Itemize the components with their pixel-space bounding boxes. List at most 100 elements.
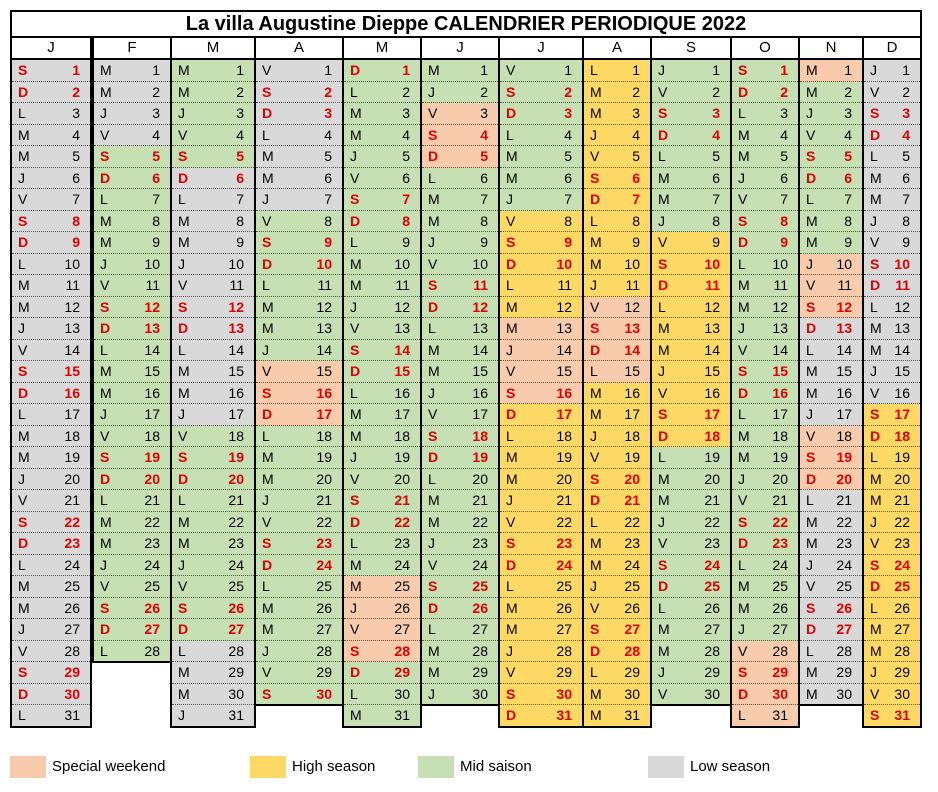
day-number: 2 [844,83,852,100]
weekday-letter: S [178,298,188,315]
day-number: 24 [394,556,410,573]
day-number: 12 [472,298,488,315]
day-number: 1 [324,62,332,78]
day-cell: D 25 [864,576,920,598]
day-number: 9 [402,234,410,250]
day-cell: M 23 [800,533,862,555]
day-number: 4 [324,126,332,143]
day-number: 10 [836,255,852,272]
day-number: 2 [236,83,244,100]
day-number: 22 [472,513,488,530]
weekday-letter: L [18,105,26,121]
weekday-letter: S [262,685,272,702]
day-number: 22 [704,513,720,530]
weekday-letter: V [350,169,360,186]
weekday-letter: S [870,406,880,422]
weekday-letter: D [100,169,111,186]
day-number: 19 [836,449,852,465]
day-number: 14 [556,341,572,358]
weekday-letter: M [738,427,750,444]
day-cell: S 21 [344,490,420,512]
weekday-letter: J [738,621,745,637]
weekday-letter: M [350,406,362,422]
day-number: 1 [844,62,852,78]
weekday-letter: V [506,363,516,379]
day-number: 6 [72,169,80,186]
weekday-letter: M [428,642,440,659]
day-number: 31 [894,707,910,723]
weekday-letter: M [806,685,818,702]
weekday-letter: L [590,363,598,379]
weekday-letter: J [738,320,745,336]
day-number: 28 [64,642,80,659]
day-number: 27 [772,621,788,637]
day-cell: M 26 [732,597,798,619]
day-number: 25 [556,578,572,594]
weekday-letter: L [350,535,358,551]
day-number: 1 [564,62,572,78]
day-cell: J 29 [652,662,730,684]
day-cell: S 26 [94,597,170,619]
day-number: 8 [564,212,572,229]
day-number: 6 [152,169,160,186]
day-cell: D 13 [800,318,862,340]
day-number: 21 [772,492,788,508]
day-cell: L 25 [500,576,582,598]
day-number: 27 [472,621,488,637]
day-cell: J 13 [12,318,90,340]
day-cell: D 14 [584,339,650,361]
weekday-letter: J [870,513,877,530]
day-number: 19 [624,449,640,465]
day-cell: S 19 [800,447,862,469]
day-cell: L 27 [422,619,498,641]
day-number: 6 [632,169,640,186]
day-cell: L 24 [732,554,798,576]
day-cell: D 13 [94,318,170,340]
weekday-letter: V [806,578,816,594]
day-number: 28 [836,642,852,659]
weekday-letter: D [18,535,29,551]
weekday-letter: J [18,169,25,186]
day-number: 16 [894,384,910,401]
weekday-letter: S [262,234,272,250]
day-number: 14 [624,341,640,358]
day-number: 2 [152,83,160,100]
day-number: 1 [780,62,788,78]
day-cell: L 21 [94,490,170,512]
day-cell: M 19 [500,447,582,469]
weekday-letter: L [100,642,108,659]
day-number: 17 [836,406,852,422]
day-cell: M 13 [256,318,342,340]
day-number: 10 [894,255,910,272]
day-number: 4 [712,126,720,143]
weekday-letter: M [18,578,30,594]
day-number: 12 [836,298,852,315]
weekday-letter: D [590,642,601,659]
weekday-letter: M [658,191,670,207]
day-number: 5 [632,148,640,164]
weekday-letter: S [870,556,880,573]
day-number: 2 [902,83,910,100]
day-number: 11 [317,277,332,293]
weekday-letter: M [350,707,362,723]
weekday-letter: M [506,449,518,465]
weekday-letter: L [350,685,358,702]
day-number: 2 [402,83,410,100]
day-cell: M 12 [256,296,342,318]
day-cell: D 26 [422,597,498,619]
weekday-letter: M [590,234,602,250]
day-number: 8 [324,212,332,229]
weekday-letter: S [100,599,110,616]
day-number: 27 [394,621,410,637]
weekday-letter: V [428,406,438,422]
day-number: 27 [316,621,332,637]
